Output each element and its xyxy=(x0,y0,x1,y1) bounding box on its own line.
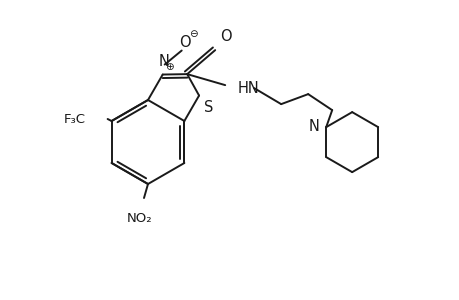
Text: HN: HN xyxy=(237,81,258,96)
Text: O: O xyxy=(220,29,231,44)
Text: N: N xyxy=(308,118,319,134)
Text: NO₂: NO₂ xyxy=(127,212,152,225)
Text: ⊖: ⊖ xyxy=(189,28,198,38)
Text: N: N xyxy=(158,53,169,68)
Text: S: S xyxy=(204,100,213,115)
Text: F₃C: F₃C xyxy=(63,112,85,125)
Text: ⊕: ⊕ xyxy=(165,61,174,71)
Text: O: O xyxy=(179,35,190,50)
